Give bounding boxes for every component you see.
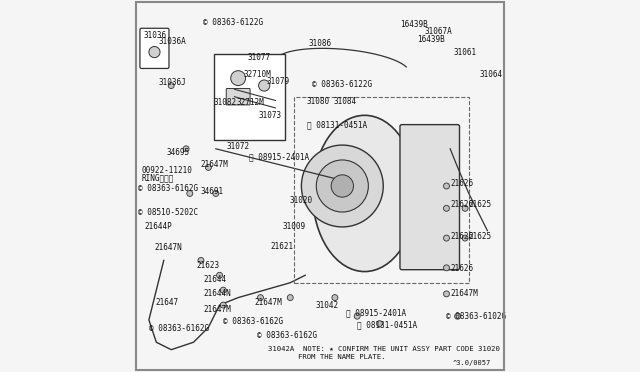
Circle shape	[376, 321, 383, 327]
Text: Ⓦ 08915-2401A: Ⓦ 08915-2401A	[250, 153, 310, 161]
Text: 31084: 31084	[333, 97, 356, 106]
Text: 32710M: 32710M	[244, 70, 271, 79]
Text: 21647M: 21647M	[450, 289, 478, 298]
Text: FROM THE NAME PLATE.: FROM THE NAME PLATE.	[298, 354, 385, 360]
Text: 21626: 21626	[450, 179, 474, 187]
Circle shape	[259, 80, 270, 91]
Text: 21647M: 21647M	[255, 298, 283, 307]
Circle shape	[462, 205, 468, 211]
Text: 31086: 31086	[308, 39, 332, 48]
Circle shape	[149, 46, 160, 58]
Circle shape	[301, 145, 383, 227]
Text: 31077: 31077	[248, 53, 271, 62]
Circle shape	[198, 257, 204, 263]
Text: 21625: 21625	[468, 200, 491, 209]
Circle shape	[444, 183, 449, 189]
Text: 34695: 34695	[167, 148, 190, 157]
Circle shape	[316, 160, 369, 212]
Circle shape	[444, 205, 449, 211]
Ellipse shape	[312, 115, 417, 272]
FancyBboxPatch shape	[227, 89, 250, 105]
Text: © 08363-6102G: © 08363-6102G	[445, 312, 506, 321]
Circle shape	[354, 313, 360, 319]
Text: 00922-11210: 00922-11210	[141, 166, 192, 174]
Circle shape	[444, 235, 449, 241]
Text: 21644N: 21644N	[204, 289, 232, 298]
Text: 31067A: 31067A	[424, 27, 452, 36]
Text: © 08363-6122G: © 08363-6122G	[312, 80, 372, 89]
Text: 21647M: 21647M	[204, 305, 232, 314]
Text: © 08363-6162G: © 08363-6162G	[149, 324, 209, 333]
Text: 31036A: 31036A	[158, 37, 186, 46]
Text: Ⓑ 08131-0451A: Ⓑ 08131-0451A	[307, 120, 367, 129]
Text: 34691: 34691	[200, 187, 223, 196]
Circle shape	[444, 265, 449, 271]
Text: 21623: 21623	[196, 262, 220, 270]
Text: © 08363-6162G: © 08363-6162G	[223, 317, 283, 326]
Text: 31036J: 31036J	[158, 78, 186, 87]
Text: 21626: 21626	[450, 200, 474, 209]
Circle shape	[216, 272, 223, 278]
Text: 31073: 31073	[259, 111, 282, 120]
Text: Ⓦ 08915-2401A: Ⓦ 08915-2401A	[346, 309, 406, 318]
Text: 32712M: 32712M	[236, 98, 264, 107]
Circle shape	[205, 164, 211, 170]
Text: © 08363-6162G: © 08363-6162G	[257, 331, 317, 340]
Circle shape	[168, 83, 174, 89]
Circle shape	[220, 287, 227, 293]
Circle shape	[183, 146, 189, 152]
Text: 31080: 31080	[307, 97, 330, 106]
Text: 21625: 21625	[468, 232, 491, 241]
Text: 16439B: 16439B	[400, 20, 428, 29]
Text: 21644P: 21644P	[145, 222, 172, 231]
Text: 21626: 21626	[450, 264, 474, 273]
Circle shape	[257, 295, 264, 301]
Text: 31036: 31036	[143, 31, 166, 40]
FancyBboxPatch shape	[214, 54, 285, 140]
Text: 31072: 31072	[227, 142, 250, 151]
Circle shape	[187, 190, 193, 196]
Text: © 08363-6122G: © 08363-6122G	[203, 18, 263, 27]
Text: RINGリング: RINGリング	[141, 173, 174, 182]
Circle shape	[454, 313, 461, 319]
Text: 31079: 31079	[266, 77, 289, 86]
Text: 31061: 31061	[453, 48, 476, 57]
Text: 31082: 31082	[214, 98, 237, 107]
Text: © 08363-6162G: © 08363-6162G	[138, 184, 198, 193]
Text: 16439B: 16439B	[417, 35, 444, 44]
Circle shape	[332, 295, 338, 301]
Circle shape	[287, 295, 293, 301]
Text: © 08510-5202C: © 08510-5202C	[138, 208, 198, 217]
Text: 31020: 31020	[289, 196, 312, 205]
Text: ^3.0/0057: ^3.0/0057	[453, 360, 491, 366]
FancyBboxPatch shape	[140, 28, 169, 68]
Text: 21644: 21644	[204, 275, 227, 284]
Text: 21626: 21626	[450, 232, 474, 241]
Text: 21647: 21647	[156, 298, 179, 307]
Text: 31064: 31064	[479, 70, 502, 79]
FancyBboxPatch shape	[400, 125, 460, 270]
Text: 31042: 31042	[316, 301, 339, 310]
Text: 31042A  NOTE: ★ CONFIRM THE UNIT ASSY PART CODE 31020: 31042A NOTE: ★ CONFIRM THE UNIT ASSY PAR…	[268, 346, 500, 352]
Text: 21647N: 21647N	[154, 243, 182, 252]
Circle shape	[231, 71, 246, 86]
Text: 31009: 31009	[282, 222, 305, 231]
Circle shape	[213, 190, 219, 196]
Circle shape	[331, 175, 353, 197]
Circle shape	[444, 291, 449, 297]
Circle shape	[220, 302, 227, 308]
Circle shape	[462, 235, 468, 241]
Text: Ⓑ 08131-0451A: Ⓑ 08131-0451A	[357, 320, 417, 329]
Text: 21621: 21621	[271, 242, 294, 251]
Text: 21647M: 21647M	[200, 160, 228, 169]
